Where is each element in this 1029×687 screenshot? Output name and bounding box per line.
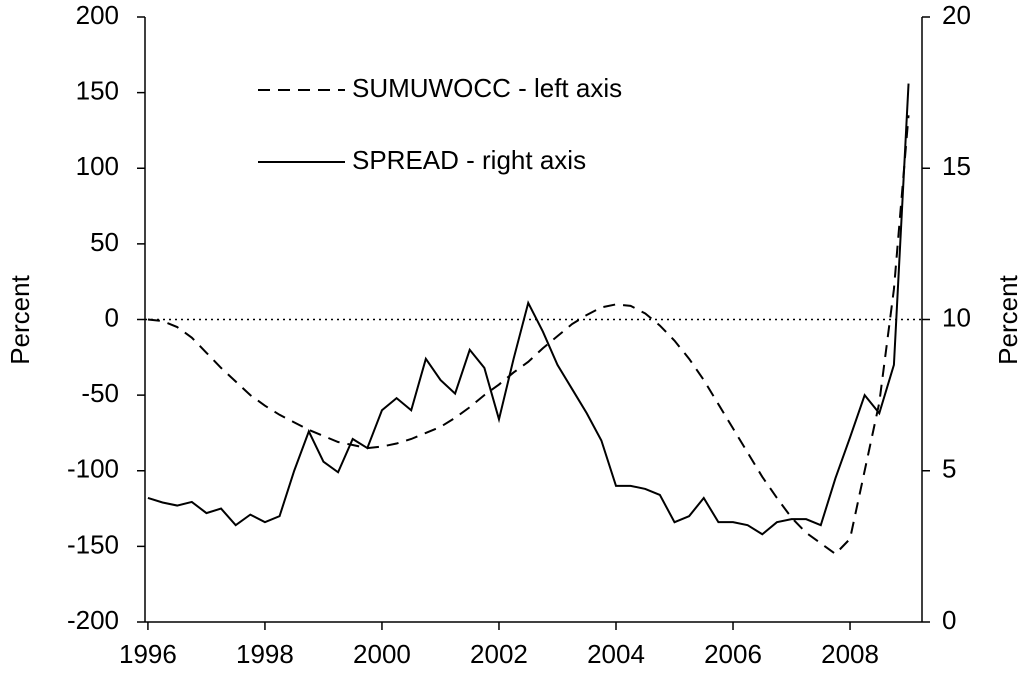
y2-tick-label: 5 (942, 454, 956, 484)
y2-tick-label: 10 (942, 302, 971, 332)
y-tick-label: 150 (76, 76, 119, 106)
y2-tick-label: 0 (942, 605, 956, 635)
y-tick-label: -150 (67, 529, 119, 559)
y2-tick-label: 20 (942, 0, 971, 30)
x-tick-label: 1998 (236, 639, 294, 669)
y-tick-label: 200 (76, 0, 119, 30)
y-tick-label: -100 (67, 454, 119, 484)
legend-label: SUMUWOCC - left axis (352, 73, 622, 103)
y2-axis-label: Percent (993, 274, 1023, 364)
x-tick-label: 2008 (821, 639, 879, 669)
series-line (147, 83, 910, 536)
x-tick-label: 2002 (470, 639, 528, 669)
x-tick-label: 2006 (704, 639, 762, 669)
y-tick-label: 0 (105, 302, 119, 332)
x-tick-label: 1996 (119, 639, 177, 669)
x-tick-label: 2000 (353, 639, 411, 669)
y2-tick-label: 15 (942, 151, 971, 181)
y-tick-label: 50 (90, 227, 119, 257)
legend-label: SPREAD - right axis (352, 145, 586, 175)
y-tick-label: -50 (81, 378, 119, 408)
x-tick-label: 2004 (587, 639, 645, 669)
y-axis-label: Percent (5, 274, 35, 364)
y-tick-label: 100 (76, 151, 119, 181)
y-tick-label: -200 (67, 605, 119, 635)
series-line (147, 115, 910, 556)
